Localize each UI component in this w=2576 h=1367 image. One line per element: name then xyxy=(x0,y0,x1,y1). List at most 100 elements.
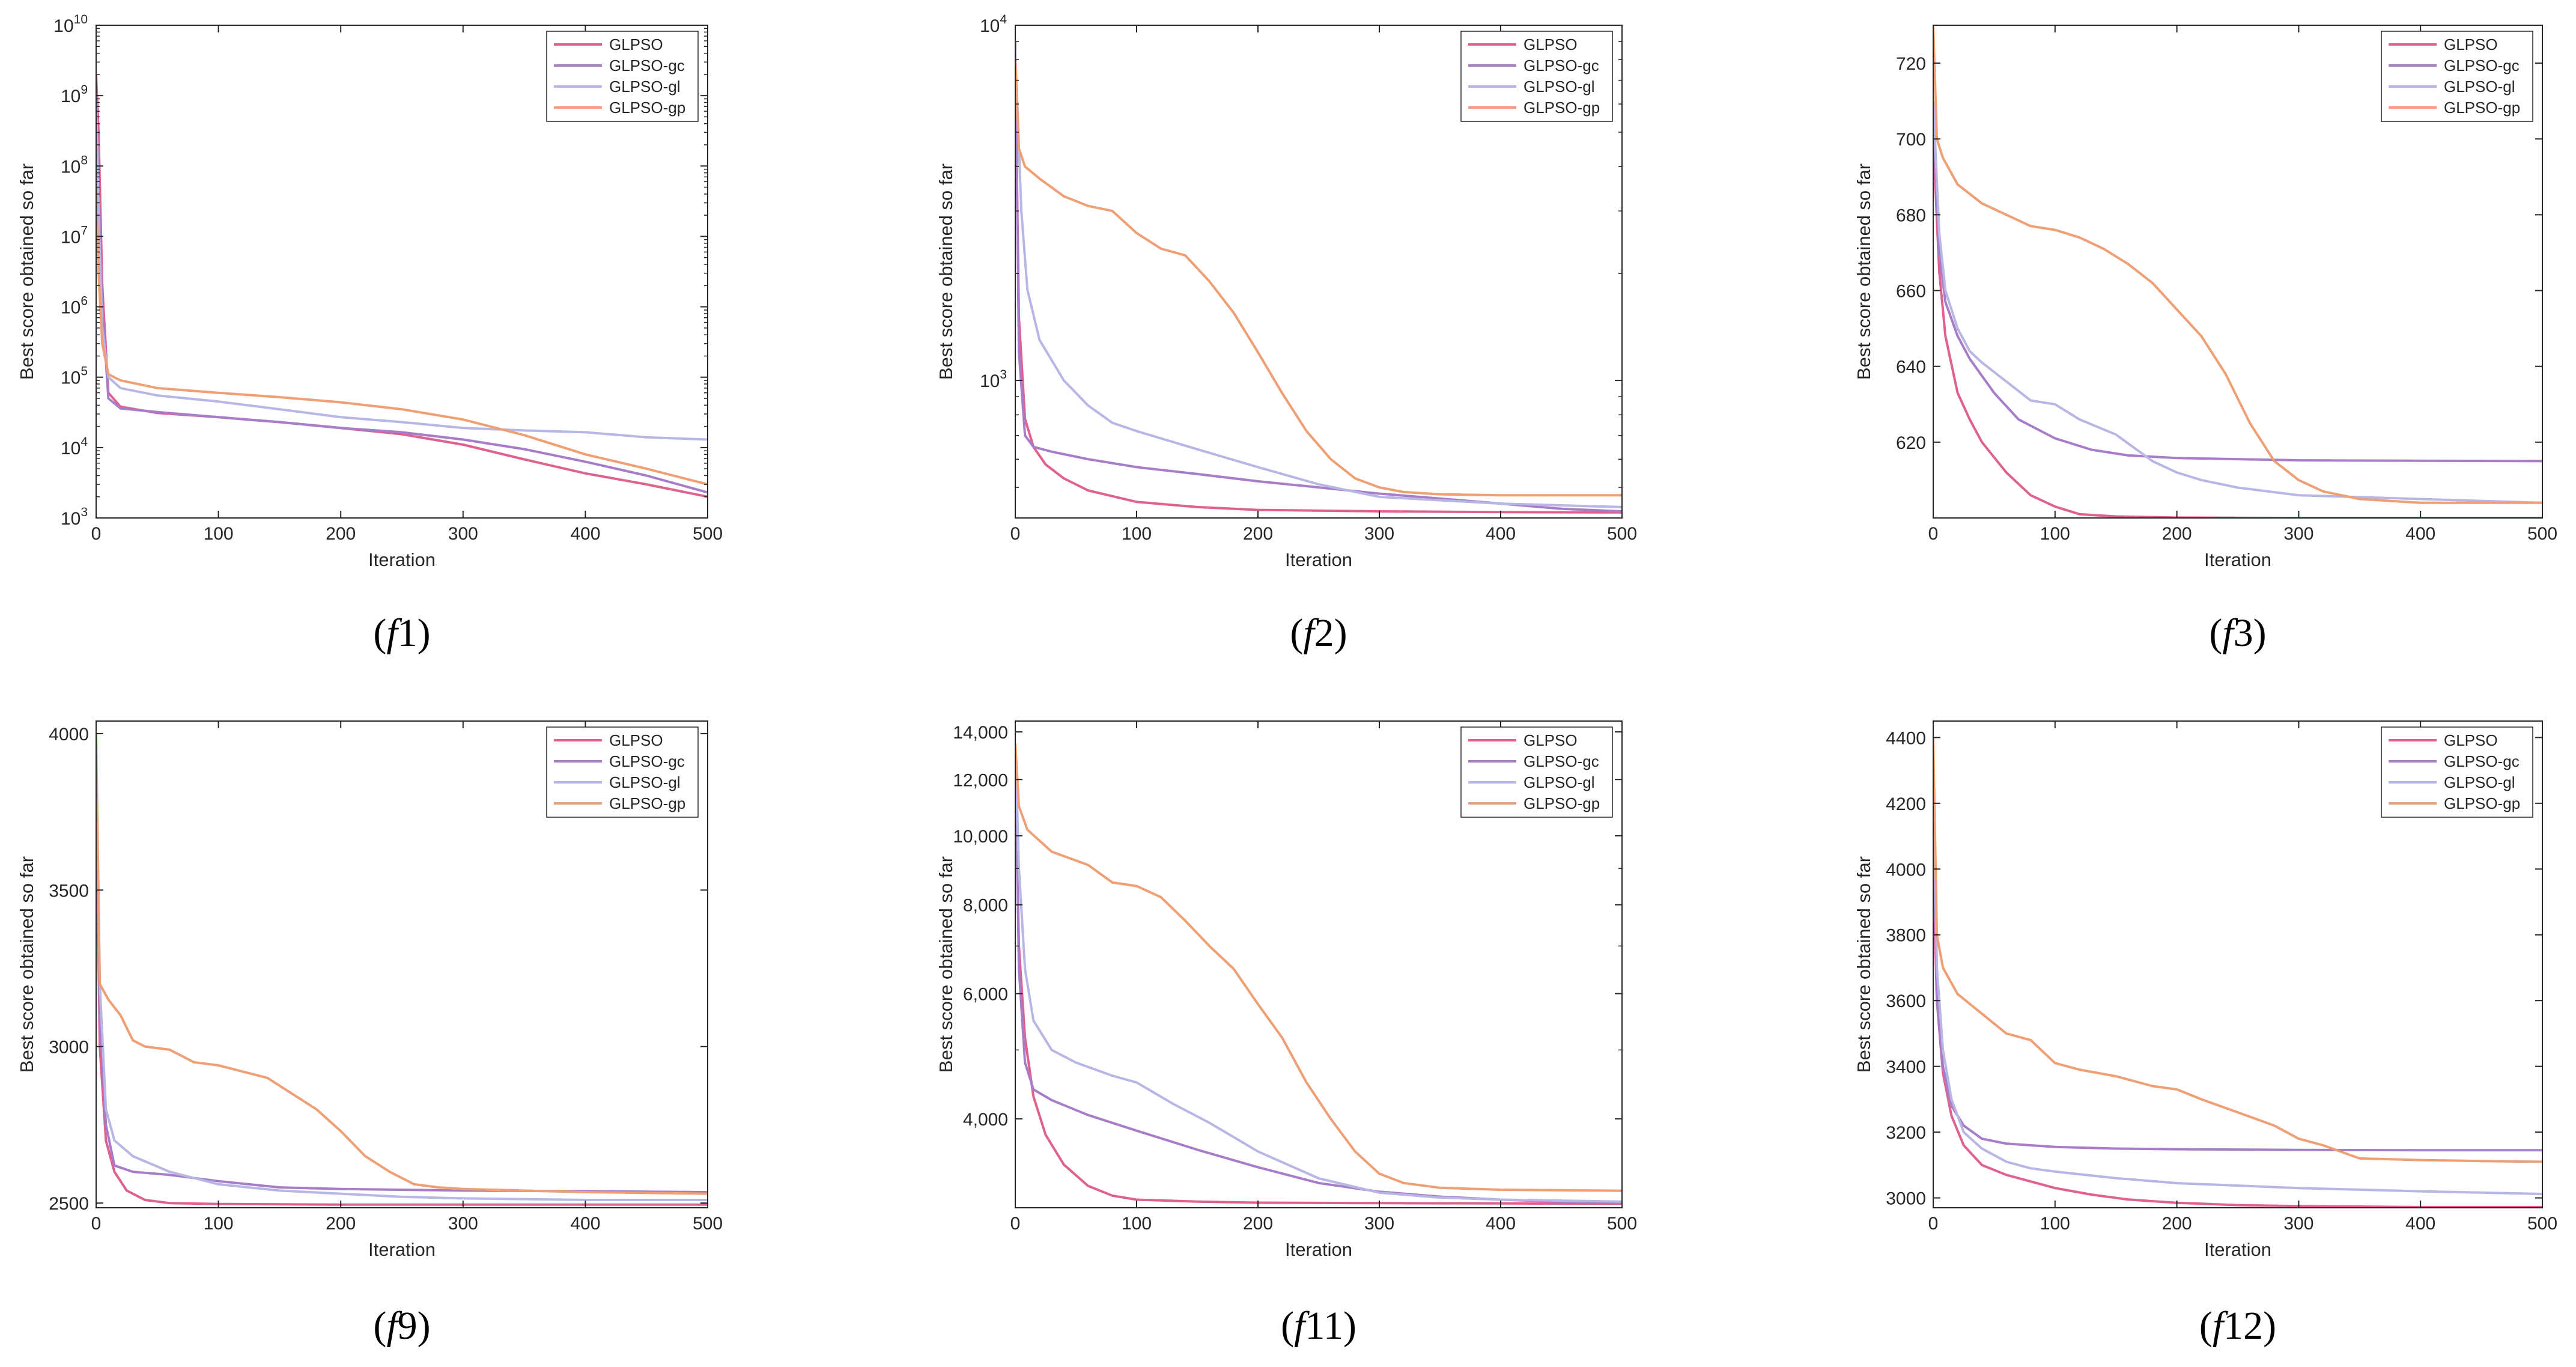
y-tick-label: 108 xyxy=(61,153,88,177)
y-axis-label: Best score obtained so far xyxy=(1853,856,1874,1073)
legend: GLPSO GLPSO-gc GLPSO-gl GLPSO-gp xyxy=(1460,726,1613,818)
series-group xyxy=(1015,41,1622,514)
x-tick-label: 400 xyxy=(2405,524,2435,544)
legend-entry: GLPSO-gl xyxy=(2444,773,2515,791)
x-tick-label: 0 xyxy=(1010,1214,1021,1234)
caption-num: 12 xyxy=(2223,1304,2263,1348)
y-tick-label: 3200 xyxy=(1886,1123,1926,1143)
series-line-glpso-gp xyxy=(1015,743,1622,1192)
series-line-glpso-gp xyxy=(1015,59,1622,497)
y-axis-label: Best score obtained so far xyxy=(16,856,37,1073)
legend-entry: GLPSO-gl xyxy=(609,773,681,791)
y-tick-base: 10 xyxy=(980,371,1000,391)
series-line-glpso-gl xyxy=(1015,743,1622,1203)
y-tick-label: 8,000 xyxy=(963,896,1008,916)
caption-close: ) xyxy=(418,1304,431,1348)
caption-close: ) xyxy=(2263,1304,2276,1348)
y-tick-label: 3500 xyxy=(49,881,89,901)
x-tick-label: 200 xyxy=(1243,1214,1273,1234)
legend-entry: GLPSO xyxy=(2444,35,2498,53)
x-tick-label: 200 xyxy=(1243,524,1273,544)
x-tick-label: 500 xyxy=(1607,524,1637,544)
legend: GLPSO GLPSO-gc GLPSO-gl GLPSO-gp xyxy=(2381,31,2533,122)
legend-entry: GLPSO-gp xyxy=(2444,794,2520,812)
y-tick-base: 10 xyxy=(53,16,73,36)
series-line-glpso-gp xyxy=(96,187,708,486)
caption-num: 11 xyxy=(1305,1304,1343,1348)
y-tick-base: 10 xyxy=(980,16,1000,36)
panel-caption: (f9) xyxy=(373,1304,430,1348)
y-tick-base: 10 xyxy=(61,157,80,177)
caption-close: ) xyxy=(2253,611,2267,655)
x-tick-label: 100 xyxy=(2040,1214,2070,1234)
panel-caption: (f3) xyxy=(2209,611,2266,655)
x-tick-label: 0 xyxy=(1010,524,1021,544)
y-tick-label: 104 xyxy=(61,435,88,458)
series-line-glpso-gc xyxy=(1933,120,2542,463)
series-group xyxy=(96,733,708,1206)
y-axis-label: Best score obtained so far xyxy=(935,163,956,380)
y-axis-label: Best score obtained so far xyxy=(16,163,37,380)
series-line-glpso-gl xyxy=(1933,101,2542,504)
y-tick-label: 3600 xyxy=(1886,991,1926,1011)
legend-entry: GLPSO-gp xyxy=(609,99,685,117)
x-tick-label: 200 xyxy=(326,524,356,544)
x-tick-label: 0 xyxy=(1928,524,1939,544)
series-group xyxy=(1933,737,2542,1208)
caption-close: ) xyxy=(1334,611,1347,655)
y-tick-label: 107 xyxy=(61,224,88,247)
legend-entry: GLPSO-gp xyxy=(1523,794,1600,812)
y-tick-exponent: 10 xyxy=(74,13,88,26)
x-tick-label: 300 xyxy=(2283,1214,2313,1234)
legend-entry: GLPSO-gp xyxy=(609,794,685,812)
axes-box xyxy=(1015,720,1623,1208)
y-tick-label: 4000 xyxy=(1886,860,1926,880)
caption-close: ) xyxy=(1343,1304,1356,1348)
axes-box xyxy=(1933,25,2543,519)
axes-box xyxy=(96,720,708,1208)
x-tick-label: 0 xyxy=(91,1214,102,1234)
y-tick-label: 620 xyxy=(1896,433,1926,453)
caption-num: 1 xyxy=(398,611,418,655)
x-tick-label: 500 xyxy=(693,524,723,544)
legend-entry: GLPSO-gc xyxy=(609,752,685,770)
x-tick-label: 300 xyxy=(448,524,478,544)
chart-panel-f3: 0 100 200 300 400 500 620 640 660 680 700 720 Iterat… xyxy=(1853,25,2557,655)
legend-entry: GLPSO-gl xyxy=(1523,773,1595,791)
series-line-glpso-gp xyxy=(1933,737,2542,1163)
series-group xyxy=(96,74,708,498)
y-tick-base: 10 xyxy=(61,227,80,247)
x-tick-label: 300 xyxy=(2283,524,2313,544)
legend-entry: GLPSO-gc xyxy=(1523,752,1599,770)
caption-open: ( xyxy=(1281,1304,1294,1348)
y-tick-exponent: 8 xyxy=(80,153,88,167)
y-tick-label: 4200 xyxy=(1886,794,1926,814)
panel-caption: (f1) xyxy=(373,611,430,655)
y-tick-label: 660 xyxy=(1896,282,1926,302)
x-axis-label: Iteration xyxy=(368,549,436,570)
y-tick-label: 3000 xyxy=(49,1038,89,1058)
x-tick-label: 300 xyxy=(1364,524,1394,544)
y-tick-exponent: 4 xyxy=(80,435,88,449)
series-line-glpso-gl xyxy=(1933,754,2542,1195)
x-axis-label: Iteration xyxy=(1285,549,1352,570)
panel-caption: (f12) xyxy=(2199,1304,2276,1348)
y-tick-label: 6,000 xyxy=(963,985,1008,1005)
y-tick-label: 680 xyxy=(1896,206,1926,225)
y-tick-label: 109 xyxy=(61,83,88,106)
y-tick-label: 103 xyxy=(980,368,1007,391)
legend-entry: GLPSO xyxy=(1523,35,1578,53)
series-line-glpso xyxy=(96,796,708,1206)
x-axis-label: Iteration xyxy=(2204,549,2271,570)
y-tick-base: 10 xyxy=(61,509,80,529)
y-tick-exponent: 3 xyxy=(1000,368,1007,382)
y-tick-label: 104 xyxy=(980,13,1007,36)
caption-close: ) xyxy=(418,611,431,655)
x-tick-label: 500 xyxy=(2527,524,2557,544)
y-tick-base: 10 xyxy=(61,87,80,106)
x-tick-label: 100 xyxy=(1122,1214,1152,1234)
y-tick-base: 10 xyxy=(61,368,80,388)
caption-open: ( xyxy=(373,1304,386,1348)
